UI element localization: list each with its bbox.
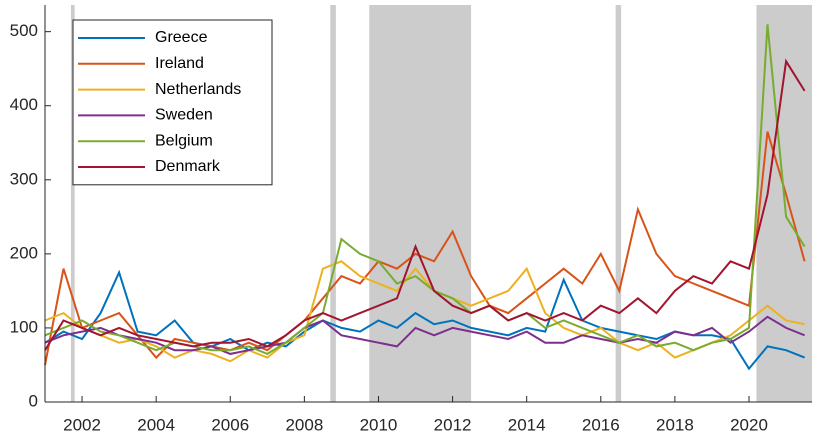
legend-label: Netherlands [155,81,241,98]
legend-label: Greece [155,29,208,46]
y-tick-label: 500 [10,21,38,40]
legend-label: Denmark [155,158,221,175]
legend-label: Ireland [155,55,204,72]
x-tick-label: 2018 [656,415,694,434]
x-tick-label: 2004 [137,415,175,434]
shaded-region [369,5,472,402]
x-tick-label: 2016 [582,415,620,434]
series-line [44,24,806,356]
series-line [44,260,805,363]
y-tick-label: 300 [10,169,38,188]
legend: Greece Ireland Netherlands Sweden Belgium Den… [72,19,273,186]
x-tick-label: 2002 [63,415,101,434]
y-tick-label: 100 [10,317,38,336]
x-tick-label: 2014 [508,415,546,434]
y-tick-label: 0 [29,391,38,410]
shaded-region [70,5,75,402]
y-tick-label: 200 [10,243,38,262]
x-tick-label: 2008 [285,415,323,434]
x-tick-label: 2010 [360,415,398,434]
x-tick-label: 2006 [211,415,249,434]
shaded-region [615,5,622,402]
legend-label: Sweden [155,107,213,124]
shaded-region [330,5,336,402]
y-tick-label: 400 [10,95,38,114]
series-line [44,58,806,351]
x-tick-label: 2012 [434,415,472,434]
legend-box [72,19,273,186]
x-tick-label: 2020 [730,415,768,434]
legend-label: Belgium [155,132,213,149]
series-line [44,315,805,355]
